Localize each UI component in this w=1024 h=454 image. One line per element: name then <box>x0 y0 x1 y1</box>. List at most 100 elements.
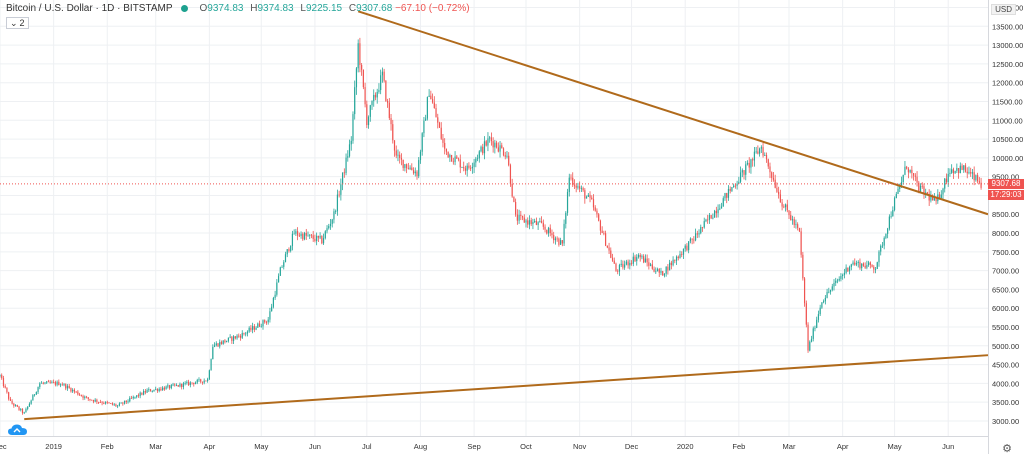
candle-body <box>622 263 624 268</box>
candle-body <box>331 219 333 224</box>
candle-body <box>573 184 576 186</box>
candle-body <box>404 164 406 168</box>
candle-body <box>868 262 870 266</box>
candle-body <box>869 262 871 265</box>
candle-body <box>814 327 816 329</box>
candle-body <box>480 146 482 152</box>
candle-body <box>606 245 608 248</box>
candle-body <box>952 169 954 174</box>
candle-body <box>174 384 176 386</box>
candle-body <box>956 168 958 171</box>
candle-body <box>845 267 847 273</box>
candle-body <box>110 403 112 404</box>
candle-body <box>489 137 491 139</box>
candle-body <box>293 233 295 235</box>
candle-body <box>2 378 5 386</box>
candle-body <box>412 170 415 174</box>
candle-body <box>677 256 679 259</box>
candle-body <box>118 403 120 406</box>
candle-body <box>288 249 290 251</box>
candle-body <box>544 226 546 230</box>
candle-body <box>649 264 652 266</box>
candle-body <box>463 167 465 169</box>
candle-series <box>0 37 982 415</box>
candle-body <box>144 391 146 393</box>
candle-body <box>682 248 685 255</box>
candle-body <box>978 181 980 183</box>
candle-body <box>686 245 688 251</box>
candle-body <box>655 271 657 273</box>
price-axis[interactable]: 3000.00 3500.00 4000.00 4500.00 5000.00 5500.… <box>988 0 1024 454</box>
y-tick-label: 8000.00 <box>992 229 1019 238</box>
symbol-title[interactable]: Bitcoin / U.S. Dollar · 1D · BITSTAMP <box>6 3 173 14</box>
candle-body <box>911 169 913 174</box>
candle-body <box>317 235 319 238</box>
candle-body <box>316 235 318 241</box>
candle-body <box>423 120 425 134</box>
open-value: 9374.83 <box>207 3 244 14</box>
candle-body <box>324 231 326 239</box>
indicators-toggle[interactable]: ⌄ 2 <box>6 17 29 29</box>
candle-body <box>672 259 674 266</box>
candle-body <box>438 122 441 128</box>
candle-body <box>11 400 13 404</box>
candle-body <box>187 381 190 386</box>
candle-body <box>153 389 155 392</box>
candle-body <box>603 232 605 234</box>
candle-body <box>591 197 593 200</box>
candle-body <box>580 188 582 189</box>
time-axis[interactable]: Dec 2019 Feb Mar Apr May Jun Jul Aug Sep Oct Nov Dec… <box>0 436 988 452</box>
candle-body <box>32 395 34 401</box>
x-tick-label: Jul <box>362 442 372 451</box>
candle-body <box>703 221 705 228</box>
candle-body <box>63 384 65 386</box>
candle-body <box>428 95 430 97</box>
candle-body <box>473 162 475 167</box>
candle-body <box>117 405 119 407</box>
candle-body <box>194 382 197 385</box>
candle-body <box>907 168 910 173</box>
candle-body <box>727 188 730 198</box>
tradingview-cloud-icon[interactable] <box>8 423 28 441</box>
candle-body <box>47 381 50 383</box>
gear-icon[interactable]: ⚙ <box>1002 443 1012 454</box>
candle-body <box>646 258 648 263</box>
candle-body <box>930 196 932 201</box>
y-tick-label: 12000.00 <box>992 79 1023 88</box>
candle-body <box>258 323 261 327</box>
candle-body <box>625 261 627 265</box>
candle-body <box>719 208 721 210</box>
candle-body <box>895 193 897 199</box>
candle-body <box>667 266 669 271</box>
candle-body <box>977 175 979 182</box>
candle-body <box>340 184 342 195</box>
candle-body <box>172 384 174 386</box>
candle-body <box>269 311 271 320</box>
candle-body <box>73 389 76 392</box>
currency-label[interactable]: USD <box>991 4 1016 15</box>
candle-body <box>579 186 581 189</box>
candle-body <box>286 249 288 255</box>
candle-body <box>104 401 107 404</box>
candle-body <box>53 382 55 383</box>
candle-body <box>499 145 501 152</box>
candle-body <box>556 238 558 240</box>
candle-body <box>634 256 636 262</box>
candle-body <box>89 398 91 400</box>
candle-body <box>213 345 216 347</box>
candle-body <box>23 412 25 414</box>
candle-body <box>333 211 335 220</box>
candle-body <box>40 382 43 384</box>
trendlines[interactable] <box>24 10 989 421</box>
candle-body <box>736 183 738 186</box>
candle-body <box>466 165 468 171</box>
candle-body <box>862 263 865 266</box>
y-tick-label: 7500.00 <box>992 248 1019 257</box>
x-tick-label: Feb <box>101 442 114 451</box>
open-key: O <box>199 3 208 14</box>
candle-body <box>444 142 446 149</box>
candle-body <box>553 235 555 241</box>
candle-body <box>245 333 247 335</box>
candle-body <box>483 141 486 154</box>
